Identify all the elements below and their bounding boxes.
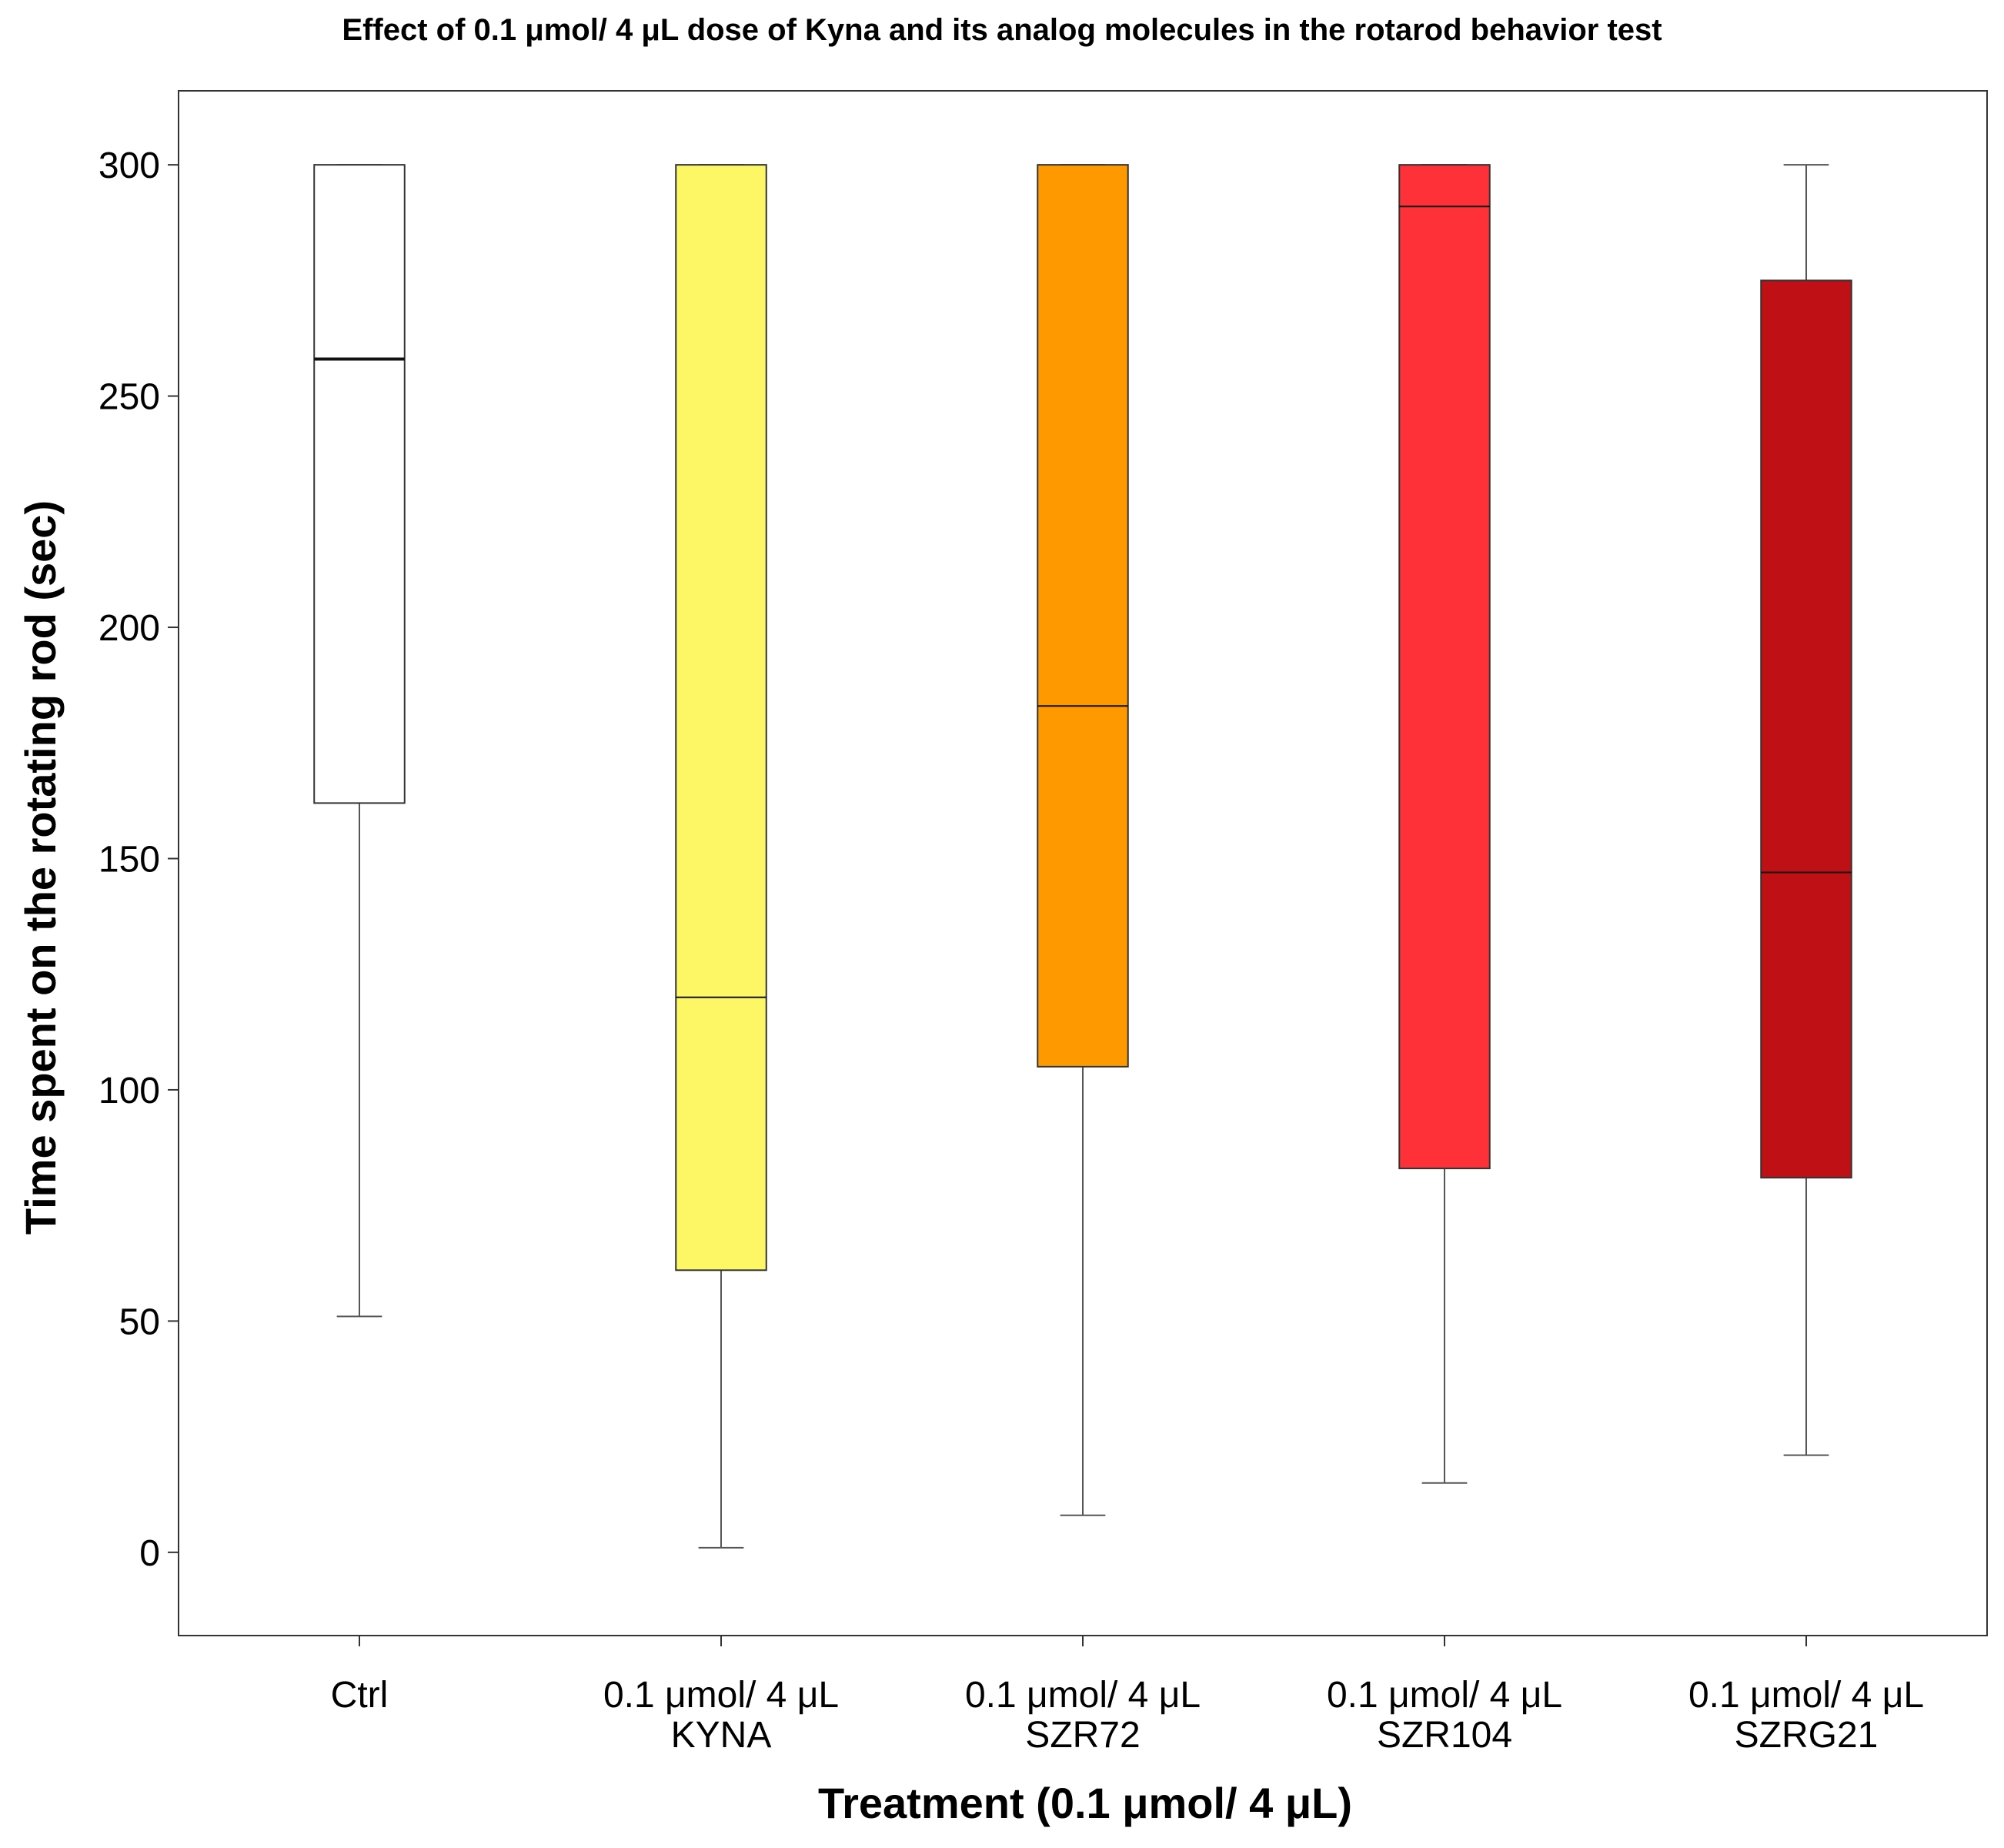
category-label-line1: 0.1 μmol/ 4 μL bbox=[1688, 1675, 1924, 1716]
y-tick-label: 250 bbox=[99, 377, 160, 418]
x-axis-label: Treatment (0.1 μmol/ 4 μL) bbox=[818, 1779, 1352, 1827]
box-5 bbox=[1760, 164, 1852, 1456]
iqr-box bbox=[675, 164, 767, 1272]
y-tick-label: 100 bbox=[99, 1071, 160, 1111]
y-tick-label: 150 bbox=[99, 839, 160, 880]
category-label-line2: SZR104 bbox=[1377, 1715, 1512, 1756]
category-label-line1: 0.1 μmol/ 4 μL bbox=[965, 1675, 1201, 1716]
box-3 bbox=[1037, 164, 1129, 1516]
category-label-line1: 0.1 μmol/ 4 μL bbox=[1327, 1675, 1562, 1716]
iqr-box bbox=[313, 164, 406, 804]
category-label-line2: SZRG21 bbox=[1735, 1715, 1879, 1756]
chart-title: Effect of 0.1 μmol/ 4 μL dose of Kyna an… bbox=[342, 13, 1662, 47]
box-4 bbox=[1398, 164, 1491, 1484]
y-axis-label: Time spent on the rotating rod (sec) bbox=[16, 500, 65, 1235]
category-label-line1: 0.1 μmol/ 4 μL bbox=[603, 1675, 839, 1716]
iqr-box bbox=[1398, 164, 1491, 1170]
y-tick-label: 0 bbox=[139, 1533, 160, 1574]
box-2 bbox=[675, 164, 767, 1549]
box-series bbox=[313, 164, 1852, 1549]
y-tick-label: 50 bbox=[119, 1302, 160, 1342]
category-label-line2: SZR72 bbox=[1025, 1715, 1140, 1756]
category-label-line1: Ctrl bbox=[331, 1675, 389, 1716]
y-tick-label: 300 bbox=[99, 145, 160, 186]
iqr-box bbox=[1760, 279, 1852, 1179]
y-tick-label: 200 bbox=[99, 608, 160, 649]
box-1 bbox=[313, 164, 406, 1318]
y-axis-ticks: 0 50 100 150 200 250 300 bbox=[99, 145, 179, 1574]
category-label-line2: KYNA bbox=[671, 1715, 772, 1756]
iqr-box bbox=[1037, 164, 1129, 1068]
